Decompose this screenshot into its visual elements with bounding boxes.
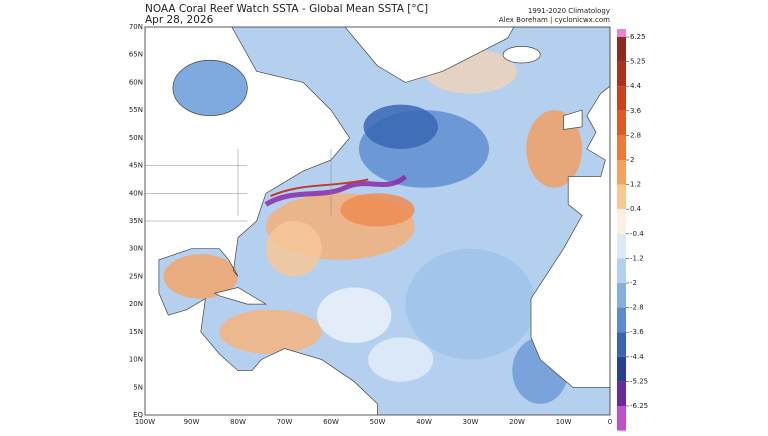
lon-label: 90W: [184, 418, 200, 426]
land-ireland: [563, 109, 583, 130]
colorbar-label: -3.6: [630, 328, 644, 336]
lon-label: 70W: [277, 418, 293, 426]
lon-label: 60W: [323, 418, 339, 426]
land-greenland: [344, 27, 515, 83]
lat-label: 5N: [133, 383, 143, 391]
lat-label: 60N: [129, 78, 143, 86]
colorbar-label: -0.4: [630, 230, 644, 238]
lat-label: 35N: [129, 217, 143, 225]
hudson-bay: [172, 59, 248, 117]
neutral: [317, 287, 392, 343]
colorbar-label: -6.25: [630, 402, 648, 410]
colorbar-label: -2.8: [630, 304, 644, 312]
colorbar-label: 2.8: [630, 131, 641, 139]
credit: Alex Boreham | cyclonicwx.com: [499, 16, 610, 24]
land-iceland: [502, 46, 541, 64]
lon-label: 50W: [370, 418, 386, 426]
colorbar-segment: [617, 110, 626, 136]
colorbar-segment: [617, 135, 626, 160]
lat-label: 40N: [129, 189, 143, 197]
lon-label: 40W: [416, 418, 432, 426]
colorbar-label: -5.25: [630, 377, 648, 385]
warm-anomaly: [219, 309, 322, 355]
lat-label: 50N: [129, 134, 143, 142]
colorbar-label: 4.4: [630, 82, 642, 90]
colorbar-label: 6.25: [630, 33, 646, 41]
map: [145, 27, 610, 415]
land-north-america: [145, 27, 378, 415]
colorbar-segment: [617, 356, 626, 382]
warm-anomaly: [526, 110, 583, 188]
colorbar-segment: [617, 283, 626, 308]
colorbar-segment: [617, 37, 626, 62]
colorbar: 6.25 5.25 4.4 3.6 2.8 2 1.2 0.4 -0.4 -1.2 -2 -2.8 -3…: [617, 29, 648, 431]
lat-label: 20N: [129, 300, 143, 308]
lat-label: EQ: [133, 411, 143, 419]
lat-label: 70N: [129, 23, 143, 31]
colorbar-segment: [617, 184, 626, 210]
colorbar-segment: [617, 307, 626, 333]
neutral: [368, 337, 434, 382]
land-cuba: [213, 287, 268, 305]
lat-label: 25N: [129, 272, 143, 280]
colorbar-segment: [617, 209, 626, 234]
gulf-stream: [264, 174, 408, 207]
lon-label: 100W: [135, 418, 155, 426]
colorbar-segment: [617, 29, 626, 37]
colorbar-segment: [617, 233, 626, 259]
colorbar-segment: [617, 86, 626, 111]
lat-label: 10N: [129, 356, 143, 364]
colorbar-label: 2: [630, 156, 634, 164]
colorbar-label: 0.4: [630, 205, 642, 213]
lat-label: 45N: [129, 162, 143, 170]
colorbar-label: -1.2: [630, 254, 644, 262]
colorbar-segment: [617, 258, 626, 283]
colorbar-segment: [617, 61, 626, 87]
lon-label: 80W: [230, 418, 246, 426]
colorbar-segment: [617, 160, 626, 185]
map-frame: [144, 26, 611, 416]
colorbar-segment: [617, 406, 626, 431]
lon-label: 30W: [463, 418, 479, 426]
warm-anomaly: [163, 254, 238, 299]
warm-anomaly: [265, 221, 322, 277]
title: NOAA Coral Reef Watch SSTA - Global Mean…: [145, 3, 428, 15]
colorbar-label: -4.4: [630, 353, 644, 361]
colorbar-segment: [617, 381, 626, 406]
climatology: 1991-2020 Climatology: [528, 7, 610, 15]
colorbar-segment: [617, 332, 626, 357]
cool-anomaly: [405, 248, 536, 360]
lat-label: 55N: [129, 106, 143, 114]
lon-label: 0: [608, 418, 612, 426]
colorbar-label: 1.2: [630, 181, 641, 189]
lon-label: 10W: [556, 418, 572, 426]
lon-label: 20W: [509, 418, 525, 426]
land-europe-africa: [530, 85, 610, 388]
lat-label: 15N: [129, 328, 143, 336]
lat-label: 65N: [129, 51, 143, 59]
gulf-stream: [270, 178, 369, 197]
warm-anomaly: [340, 193, 415, 227]
colorbar-label: 5.25: [630, 58, 646, 66]
cool-anomaly: [363, 104, 438, 149]
date: Apr 28, 2026: [145, 14, 214, 26]
colorbar-label: -2: [630, 279, 637, 287]
colorbar-label: 3.6: [630, 107, 642, 115]
lat-label: 30N: [129, 245, 143, 253]
